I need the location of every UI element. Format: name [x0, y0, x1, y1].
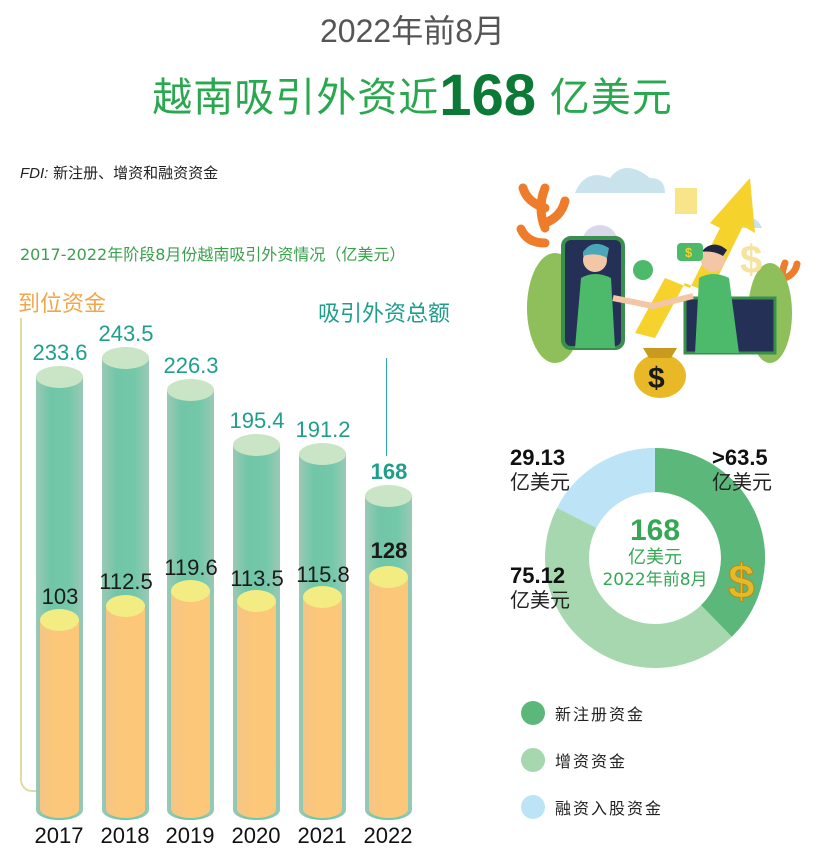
handshake-investment-illustration: $ $ $: [516, 168, 801, 398]
disbursed-value-2022: 128: [370, 538, 408, 563]
svg-text:$: $: [685, 245, 693, 260]
growth-arrow-icon: [635, 178, 755, 338]
fdi-breakdown-donut: $: [545, 448, 765, 668]
legend-dot-icon: [521, 795, 545, 819]
svg-text:$: $: [648, 362, 665, 395]
document-icon: [675, 188, 697, 214]
legend-label: 增资资金: [555, 752, 628, 771]
year-label-2021: 2021: [297, 823, 347, 848]
donut-center-period: 2022年前8月: [602, 570, 708, 590]
new-registered-value: >63.5: [712, 445, 768, 470]
svg-text:$: $: [740, 238, 762, 282]
legend-item-new-registered: 新注册资金: [521, 701, 645, 725]
title-number: 168: [439, 63, 537, 128]
total-value-2017: 233.6: [32, 340, 88, 365]
disbursed-value-2021: 115.8: [296, 562, 350, 587]
equity-unit: 亿美元: [510, 470, 570, 494]
year-label-2020: 2020: [231, 823, 281, 848]
total-value-2018: 243.5: [98, 321, 154, 346]
donut-center-unit: 亿美元: [628, 547, 682, 568]
year-label-2017: 2017: [34, 823, 84, 848]
disbursed-value-2018: 112.5: [99, 569, 153, 594]
fdi-note: FDI: 新注册、增资和融资资金: [20, 162, 218, 183]
legend-total-fdi: 吸引外资总额: [318, 302, 451, 327]
gold-dollar-icon: $: [728, 556, 755, 609]
donut-label-capital-increase: 75.12 亿美元: [510, 563, 570, 613]
title-prefix: 越南吸引外资近: [152, 75, 440, 121]
donut-label-new-registered: >63.5 亿美元: [712, 445, 772, 495]
period-subtitle: 2022年前8月: [320, 13, 505, 49]
legend-item-capital-increase: 增资资金: [521, 748, 627, 772]
legend-disbursed-capital: 到位资金: [18, 292, 107, 317]
disbursed-value-2019: 119.6: [164, 555, 218, 580]
legend-label: 新注册资金: [555, 705, 646, 724]
legend-item-equity: 融资入股资金: [521, 795, 663, 819]
money-bag-icon: [634, 354, 686, 398]
disbursed-value-2017: 103: [41, 584, 79, 609]
legend-label: 融资入股资金: [555, 799, 664, 818]
total-pointer-line: [386, 358, 387, 456]
year-label-2019: 2019: [165, 823, 215, 848]
donut-segment-equity: [557, 448, 656, 529]
plant-icon: [516, 183, 570, 248]
speech-bubble-dollar-icon: [677, 243, 703, 261]
capital-increase-value: 75.12: [510, 563, 566, 588]
fdi-note-text: 新注册、增资和融资资金: [48, 164, 219, 182]
year-label-2022: 2022: [363, 823, 413, 848]
speech-bubble-gear-icon: [633, 260, 653, 280]
donut-label-equity: 29.13 亿美元: [510, 445, 570, 495]
legend-dot-icon: [521, 701, 545, 725]
fdi-note-prefix: FDI:: [20, 165, 49, 182]
main-title: 越南吸引外资近168 亿美元: [0, 62, 825, 129]
year-label-2018: 2018: [100, 823, 150, 848]
title-suffix: 亿美元: [536, 75, 673, 121]
new-registered-unit: 亿美元: [712, 470, 772, 494]
donut-center: 168 亿美元 2022年前8月: [575, 515, 735, 591]
total-value-2022: 168: [370, 459, 408, 484]
capital-increase-unit: 亿美元: [510, 588, 570, 612]
donut-segment-new-registered: [654, 448, 765, 637]
total-value-2019: 226.3: [163, 353, 219, 378]
donut-center-value: 168: [629, 514, 681, 547]
equity-value: 29.13: [510, 445, 566, 470]
disbursed-value-2020: 113.5: [230, 566, 284, 591]
cloud-icon: [575, 168, 665, 193]
legend-dot-icon: [521, 748, 545, 772]
bar-chart-title: 2017-2022年阶段8月份越南吸引外资情况（亿美元）: [20, 245, 406, 264]
total-value-2021: 191.2: [295, 417, 351, 442]
total-value-2020: 195.4: [229, 408, 285, 433]
